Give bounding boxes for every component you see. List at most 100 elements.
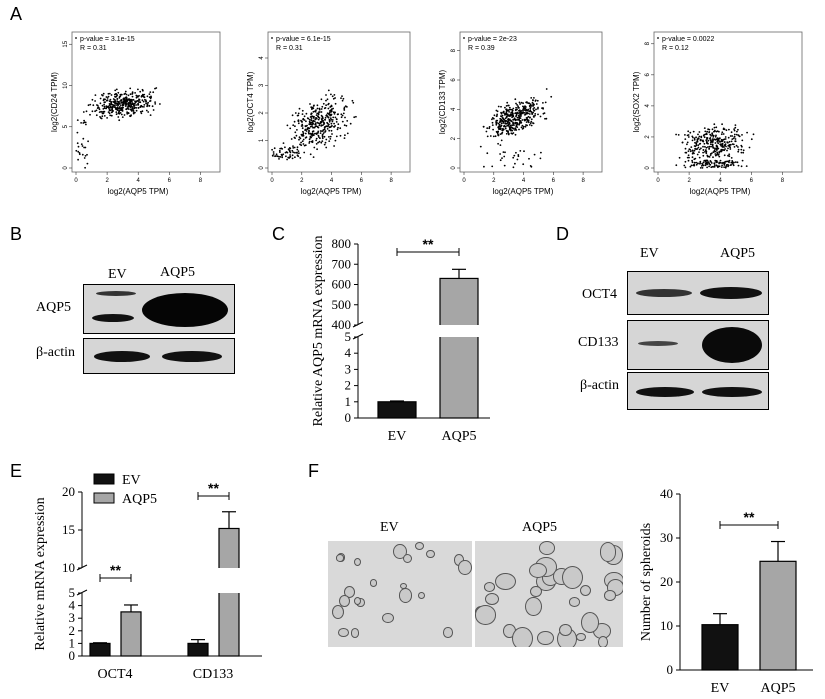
scatter-point xyxy=(120,108,123,111)
blot-d-col-ev: EV xyxy=(640,246,659,261)
x-tick-label: 2 xyxy=(300,178,304,184)
scatter-point xyxy=(544,101,547,104)
scatter-point xyxy=(289,151,292,154)
scatter-point xyxy=(307,131,310,134)
x-category-label: AQP5 xyxy=(441,429,476,444)
scatter-point xyxy=(526,116,528,119)
x-tick-label: 8 xyxy=(581,178,585,184)
scatter-point xyxy=(517,112,520,114)
scatter-point xyxy=(303,115,306,118)
scatter-point xyxy=(101,104,104,107)
x-tick-label: 6 xyxy=(750,178,754,184)
scatter-point xyxy=(691,156,694,159)
x-tick-label: 6 xyxy=(360,178,364,184)
scatter-point xyxy=(702,151,704,154)
scatter-point xyxy=(302,130,304,133)
scatter-point xyxy=(321,133,324,136)
scatter-point xyxy=(699,160,702,163)
scatter-point xyxy=(135,109,138,112)
scatter-point xyxy=(328,136,330,138)
scatter-point xyxy=(87,104,90,107)
scatter-point xyxy=(344,134,346,137)
scatter-point xyxy=(710,145,712,148)
scatter-point xyxy=(715,138,718,141)
scatter-point xyxy=(117,104,119,107)
y-tick-label: 2 xyxy=(645,135,651,139)
y-tick-label: 5 xyxy=(345,329,352,344)
scatter-point xyxy=(137,88,139,91)
scatter-point xyxy=(707,161,710,164)
scatter-point xyxy=(343,106,346,109)
scatter-point xyxy=(525,101,527,104)
scatter-point xyxy=(288,147,291,149)
scatter-point xyxy=(317,141,319,144)
scatter-point xyxy=(133,103,135,105)
scatter-point xyxy=(328,140,331,143)
scatter-point xyxy=(301,125,304,127)
scatter-point xyxy=(102,108,105,110)
scatter-point xyxy=(108,100,111,103)
scatter-point xyxy=(318,107,321,110)
legend-label-aqp5: AQP5 xyxy=(122,492,157,507)
scatter-point xyxy=(98,107,100,109)
scatter-r: R = 0.12 xyxy=(662,45,689,52)
scatter-point xyxy=(145,109,148,112)
scatter-point xyxy=(523,109,525,112)
scatter-point xyxy=(108,103,111,105)
scatter-point xyxy=(501,157,503,160)
scatter-point xyxy=(115,111,118,113)
scatter-point xyxy=(733,133,736,136)
scatter-point xyxy=(297,112,300,115)
scatter-point xyxy=(145,100,147,103)
x-tick-label: 6 xyxy=(552,178,556,184)
scatter-point xyxy=(691,152,694,155)
scatter-point xyxy=(502,122,505,124)
scatter-point xyxy=(134,101,137,104)
scatter-point xyxy=(121,103,124,106)
y-tick-label: 20 xyxy=(62,484,75,499)
scatter-point xyxy=(493,114,496,117)
x-tick-label: 2 xyxy=(687,178,691,184)
scatter-point xyxy=(98,108,101,111)
scatter-point xyxy=(84,146,87,149)
scatter-point xyxy=(316,107,319,110)
scatter-point xyxy=(507,124,510,127)
scatter-point xyxy=(694,157,697,160)
scatter-point xyxy=(708,162,710,165)
blot-d-actin-strip xyxy=(627,372,769,410)
scatter-point xyxy=(696,140,699,143)
spheroid xyxy=(576,632,587,642)
scatter-point xyxy=(291,149,294,152)
scatter-point xyxy=(698,131,701,133)
scatter-point xyxy=(714,142,717,144)
scatter-point xyxy=(333,122,335,125)
scatter-point xyxy=(511,112,514,114)
scatter-point xyxy=(108,92,111,95)
scatter-point xyxy=(310,136,313,139)
scatter-point xyxy=(121,106,123,109)
spheroid xyxy=(562,565,584,590)
scatter-point xyxy=(712,140,714,142)
scatter-point xyxy=(296,129,298,131)
scatter-point xyxy=(505,119,507,122)
scatter-point xyxy=(308,142,311,144)
x-tick-label: 0 xyxy=(270,178,274,184)
scatter-point xyxy=(530,120,533,123)
scatter-point xyxy=(294,125,296,128)
scatter-point xyxy=(329,109,332,112)
spheroid xyxy=(511,626,533,647)
scatter-point xyxy=(695,163,698,166)
scatter-point xyxy=(517,105,519,108)
scatter-point xyxy=(308,140,311,143)
spheroid xyxy=(426,550,435,559)
scatter-point xyxy=(346,120,349,122)
scatter-point xyxy=(703,127,706,129)
scatter-point xyxy=(77,150,80,153)
scatter-point xyxy=(83,119,85,122)
scatter-point xyxy=(320,98,323,101)
scatter-point xyxy=(318,140,321,143)
scatter-point xyxy=(83,146,85,149)
scatter-point xyxy=(741,134,743,136)
scatter-point xyxy=(689,131,692,134)
scatter-point xyxy=(530,110,533,113)
